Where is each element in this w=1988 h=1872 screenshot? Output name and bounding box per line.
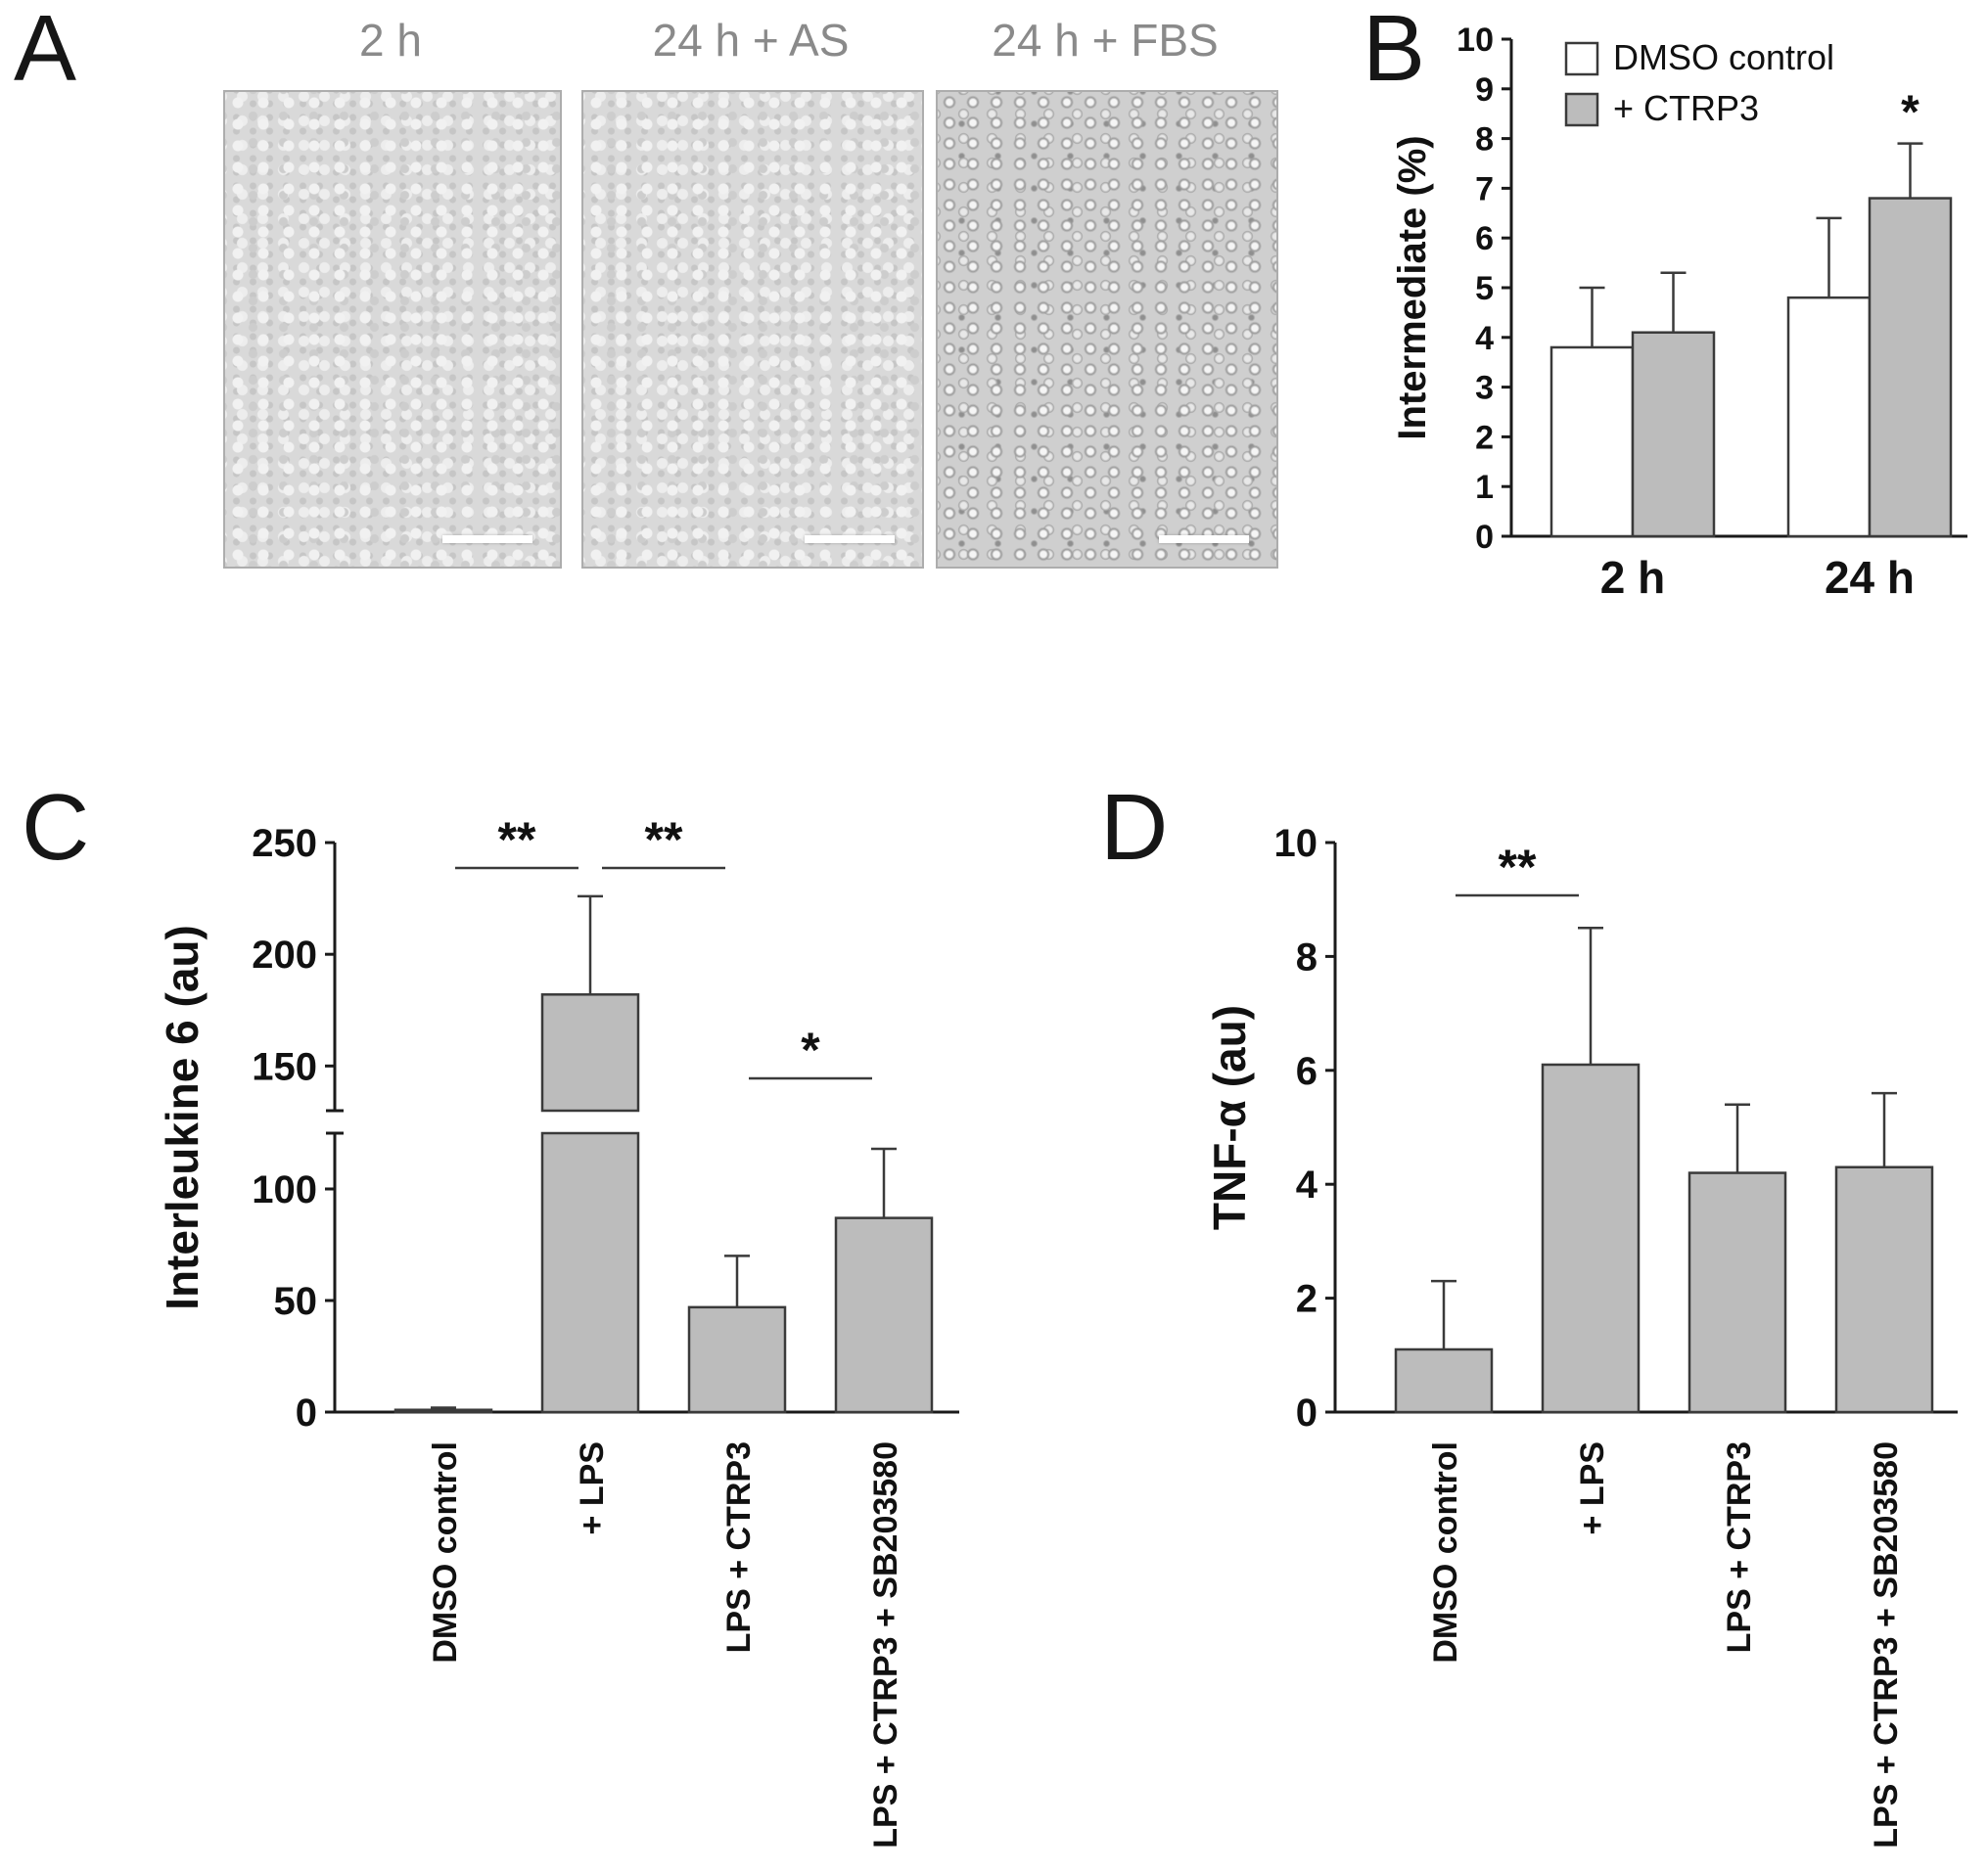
significance-label: ** [645,812,683,867]
y-tick-label: 50 [274,1280,318,1323]
y-tick-label: 200 [252,934,317,977]
y-tick-label: 250 [252,822,317,865]
y-axis-title: Interleukine 6 (au) [157,925,208,1310]
legend-swatch [1564,92,1599,127]
scale-bar [442,535,532,543]
significance-label: ** [1499,840,1537,894]
bar-+ LPS [1541,1063,1641,1414]
y-tick-label: 8 [1296,936,1318,979]
y-tick-label: 6 [1296,1050,1318,1093]
panel-d-letter: D [1100,775,1169,880]
y-tick-label: 0 [1296,1392,1318,1435]
chart-d-canvas: 0 2 4 6 8 10 TNF-α (au) DMSO control + LPS LPS + … [1204,822,1958,1849]
y-tick-label: 6 [1475,220,1494,257]
x-category-label: LPS + CTRP3 [1721,1441,1758,1653]
chart-b-canvas: 0 1 2 3 4 5 6 7 8 9 10 Intermediate (%) 2 h 24 h DMSO … [1391,22,1967,603]
y-tick-label: 7 [1475,170,1494,207]
y-axis-title: Intermediate (%) [1391,135,1434,439]
y-tick-label: 4 [1296,1164,1318,1207]
y-tick-label: 8 [1475,121,1494,159]
y-tick-label: 5 [1475,270,1494,307]
micrograph-label-24h-as: 24 h + AS [652,15,850,66]
bar-2 h-+ CTRP3 [1631,331,1716,538]
micrograph-24h-fbs [936,90,1278,569]
bar-+ LPS-upper [540,993,640,1113]
significance-star: * [1901,87,1919,139]
x-category-label: DMSO control [427,1441,464,1664]
bar-LPS + CTRP3 + SB203580 [1834,1165,1934,1414]
bar-24 h-+ CTRP3 [1868,197,1953,538]
bar-LPS + CTRP3 [1687,1171,1787,1414]
chart-tnf-alpha: 0 2 4 6 8 10 TNF-α (au) DMSO control + LPS LPS + … [1184,812,1988,1872]
micrograph-label-24h-fbs: 24 h + FBS [992,15,1219,66]
y-tick-label: 0 [296,1392,317,1435]
significance-label: ** [498,812,536,867]
panel-c-letter: C [22,775,90,880]
significance-label: * [801,1023,820,1077]
x-category-label: 2 h [1600,552,1665,603]
y-tick-label: 100 [252,1168,317,1211]
y-tick-label: 3 [1475,370,1494,407]
bar-LPS + CTRP3 + SB203580 [834,1216,934,1414]
legend-label: DMSO control [1613,37,1834,77]
x-category-label: LPS + CTRP3 [720,1441,758,1653]
scale-bar [1159,535,1249,543]
y-tick-label: 10 [1274,822,1318,865]
panel-b-letter: B [1363,0,1426,101]
chart-c-canvas: 0 50 100 150 200 250 Interleukine 6 (au) DMSO c… [157,812,959,1849]
y-tick-label: 4 [1475,320,1494,357]
y-tick-label: 2 [1296,1278,1318,1321]
bar-DMSO control [1394,1347,1494,1414]
micrograph-2h [223,90,562,569]
micrograph-24h-as [581,90,924,569]
x-category-label: DMSO control [1427,1441,1464,1664]
y-tick-label: 1 [1475,469,1494,506]
legend-swatch [1564,41,1599,76]
y-axis-title: TNF-α (au) [1204,1005,1255,1230]
x-category-label: 24 h [1825,552,1915,603]
micrograph-label-2h: 2 h [359,15,422,66]
chart-interleukine-6: 0 50 100 150 200 250 Interleukine 6 (au) DMSO c… [127,812,1008,1872]
legend-label: + CTRP3 [1613,88,1759,128]
bar-+ LPS-lower [540,1131,640,1414]
x-category-label: + LPS [1574,1441,1611,1534]
x-category-label: + LPS [574,1441,611,1534]
scale-bar [805,535,895,543]
bar-24 h-DMSO control [1786,296,1872,538]
bar-LPS + CTRP3 [687,1305,787,1414]
chart-intermediate: 0 1 2 3 4 5 6 7 8 9 10 Intermediate (%) 2 h 24 h DMSO … [1380,20,1988,651]
y-tick-label: 0 [1475,519,1494,556]
x-category-label: LPS + CTRP3 + SB203580 [1868,1441,1905,1849]
bar-2 h-DMSO control [1549,345,1635,538]
y-tick-label: 10 [1456,22,1494,59]
y-tick-label: 9 [1475,71,1494,109]
panel-a-letter: A [14,0,77,101]
y-tick-label: 150 [252,1045,317,1088]
x-category-label: LPS + CTRP3 + SB203580 [867,1441,904,1849]
y-tick-label: 2 [1475,419,1494,456]
bar-DMSO control [393,1408,493,1414]
